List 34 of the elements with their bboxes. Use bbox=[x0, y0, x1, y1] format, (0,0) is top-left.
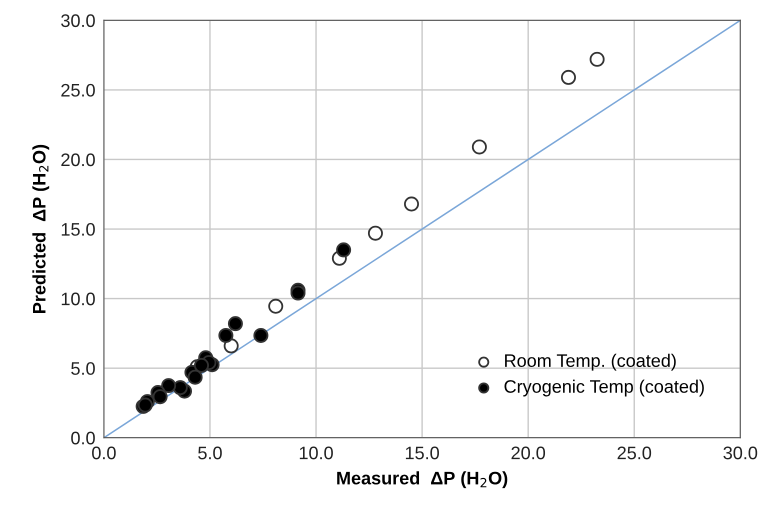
y-tick-label: 20.0 bbox=[61, 153, 95, 166]
point bbox=[368, 226, 383, 241]
y-tick-label: 15.0 bbox=[62, 222, 95, 236]
y-tick-label: 25.0 bbox=[61, 84, 95, 97]
point bbox=[268, 298, 284, 314]
point bbox=[472, 139, 487, 154]
x-tick-label: 15.0 bbox=[406, 446, 439, 460]
point bbox=[188, 370, 203, 385]
x-tick-label: 30.0 bbox=[723, 446, 758, 460]
point bbox=[161, 378, 176, 394]
point bbox=[590, 52, 605, 67]
point bbox=[253, 328, 268, 343]
x-tick-label: 5.0 bbox=[198, 446, 222, 460]
x-tick-label: 0.0 bbox=[92, 446, 116, 460]
point bbox=[152, 389, 168, 404]
x-tick-label: 10.0 bbox=[300, 446, 333, 460]
point bbox=[228, 316, 243, 332]
legend-label: Room Temp. (coated) bbox=[505, 354, 676, 371]
y-tick-label: 5.0 bbox=[71, 362, 95, 375]
point bbox=[404, 196, 419, 212]
x-axis-title: Measured ΔP (H$_{2}$O) bbox=[337, 471, 508, 488]
point bbox=[218, 328, 234, 343]
point bbox=[290, 286, 306, 301]
legend-label: Cryogenic Temp (coated) bbox=[504, 380, 704, 396]
y-tick-label: 30.0 bbox=[61, 14, 95, 28]
point bbox=[194, 358, 209, 373]
point bbox=[560, 70, 576, 85]
y-tick-label: 10.0 bbox=[62, 292, 95, 306]
y-tick-label: 0.0 bbox=[71, 432, 95, 444]
point bbox=[172, 380, 188, 396]
y-axis-title: Predicted ΔP (H$_{2}$O) bbox=[32, 144, 50, 313]
x-tick-label: 20.0 bbox=[512, 446, 546, 460]
x-tick-label: 25.0 bbox=[618, 446, 652, 460]
point bbox=[336, 242, 352, 258]
